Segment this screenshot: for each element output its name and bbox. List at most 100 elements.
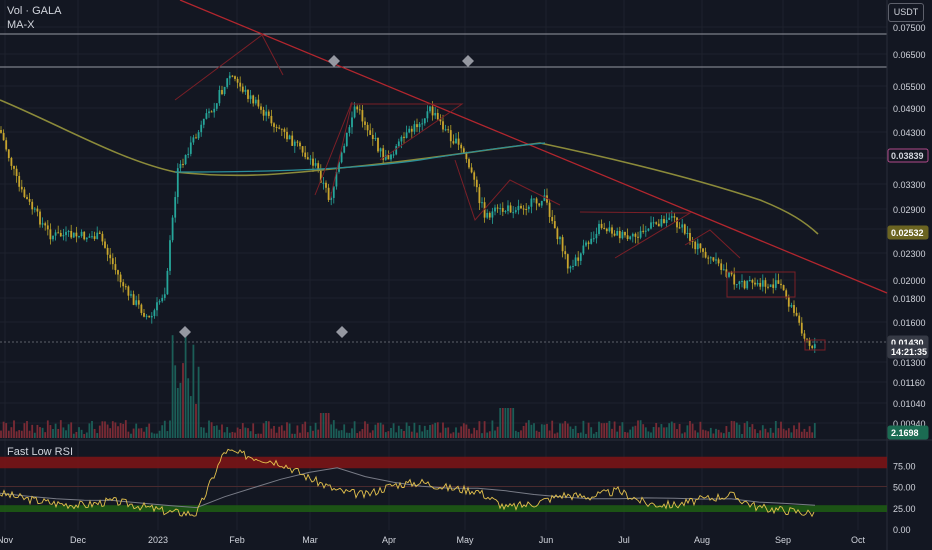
rsi-bands <box>0 456 887 512</box>
candle-body <box>335 171 338 187</box>
candle-body <box>130 294 132 296</box>
candle-body <box>280 128 283 130</box>
candle-body <box>787 297 790 307</box>
candle-body <box>418 123 421 128</box>
volume-bar <box>218 429 221 438</box>
price-tick-label: 0.07500 <box>893 23 926 33</box>
candle-body <box>117 270 119 275</box>
rsi-legend[interactable]: Fast Low RSI <box>7 446 74 458</box>
volume-bar <box>88 423 91 438</box>
rsi-oversold-band <box>0 505 887 512</box>
candle-body <box>533 198 535 200</box>
volume-bar <box>286 422 288 438</box>
candle-body <box>746 280 749 289</box>
currency-button[interactable]: USDT <box>888 3 924 22</box>
time-tick-label: Apr <box>382 535 396 545</box>
time-tick-label: Jun <box>539 535 554 545</box>
candle-body <box>52 235 54 240</box>
candle-body <box>265 111 268 116</box>
volume-bar <box>132 428 135 438</box>
volume-bar <box>98 425 101 438</box>
volume-bar <box>582 420 585 438</box>
volume-bar <box>109 428 112 438</box>
volume-bar <box>345 432 348 438</box>
volume-bar <box>44 432 47 438</box>
volume-bar <box>595 431 598 438</box>
candle-body <box>72 232 75 238</box>
candle-body <box>252 95 255 104</box>
candle-body <box>592 238 595 240</box>
price-tick-label: 0.04900 <box>893 104 926 114</box>
candle-body <box>689 232 691 241</box>
volume-bar <box>655 422 658 438</box>
volume-bar <box>387 431 390 438</box>
volume-bar <box>530 424 533 438</box>
volume-bar <box>590 427 593 438</box>
volume-bar <box>122 423 125 438</box>
candle-body <box>104 241 106 248</box>
candle-body <box>561 237 564 252</box>
volume-bar <box>384 432 387 438</box>
candle-body <box>569 266 572 269</box>
candle-body <box>564 251 567 255</box>
volume-bar <box>678 423 681 438</box>
candle-body <box>382 148 385 160</box>
volume-bar <box>67 424 70 438</box>
candle-body <box>499 208 502 210</box>
volume-bar <box>23 423 26 438</box>
price-tick-label: 0.02000 <box>893 276 926 286</box>
candle-body <box>486 212 489 218</box>
volume-bar <box>408 425 411 438</box>
last-price-tag: 0.01430 <box>891 338 924 348</box>
candle-body <box>715 259 717 261</box>
price-tick-label: 0.01040 <box>893 399 926 409</box>
volume-bar <box>813 423 816 438</box>
candle-body <box>754 282 756 285</box>
volume-bar <box>522 425 525 438</box>
volume-bar <box>322 413 325 438</box>
volume-bar <box>283 430 286 438</box>
candle-body <box>655 222 658 224</box>
candle-body <box>96 232 99 239</box>
candle-body <box>585 242 587 246</box>
candle-body <box>611 227 613 234</box>
volume-bar <box>439 432 442 438</box>
candle-body <box>470 167 473 173</box>
volume-bar <box>631 426 634 438</box>
pattern-drawing <box>350 103 464 161</box>
candle-body <box>327 187 330 200</box>
candle-body <box>733 274 736 285</box>
indicator-legend[interactable]: MA-X <box>7 19 35 31</box>
candle-body <box>163 294 166 298</box>
candle-body <box>535 198 538 204</box>
candle-body <box>491 211 494 218</box>
candle-body <box>221 89 223 95</box>
volume-bar <box>743 423 746 438</box>
volume-bar <box>613 421 616 438</box>
volume-bar <box>291 433 294 438</box>
candle-body <box>395 146 398 155</box>
volume-bar <box>70 422 73 438</box>
candle-body <box>267 111 270 116</box>
volume-bar <box>413 422 416 438</box>
volume-bar <box>733 421 736 438</box>
candle-body <box>473 172 476 180</box>
candle-body <box>566 254 569 269</box>
candle-body <box>405 132 408 138</box>
volume-bar <box>496 426 499 438</box>
candle-body <box>642 230 645 232</box>
candle-body <box>728 272 730 277</box>
volume-bar <box>280 425 283 438</box>
volume-tag: 2.1698 <box>891 428 919 438</box>
candle-body <box>241 86 244 92</box>
volume-bar <box>600 423 603 438</box>
volume-bar <box>371 430 374 438</box>
volume-bar <box>699 421 702 438</box>
volume-bar <box>39 427 41 438</box>
volume-bar <box>273 425 275 438</box>
symbol-legend[interactable]: Vol · GALA <box>7 5 62 17</box>
candle-body <box>70 230 73 238</box>
volume-bar <box>400 429 403 438</box>
candle-body <box>197 132 200 139</box>
